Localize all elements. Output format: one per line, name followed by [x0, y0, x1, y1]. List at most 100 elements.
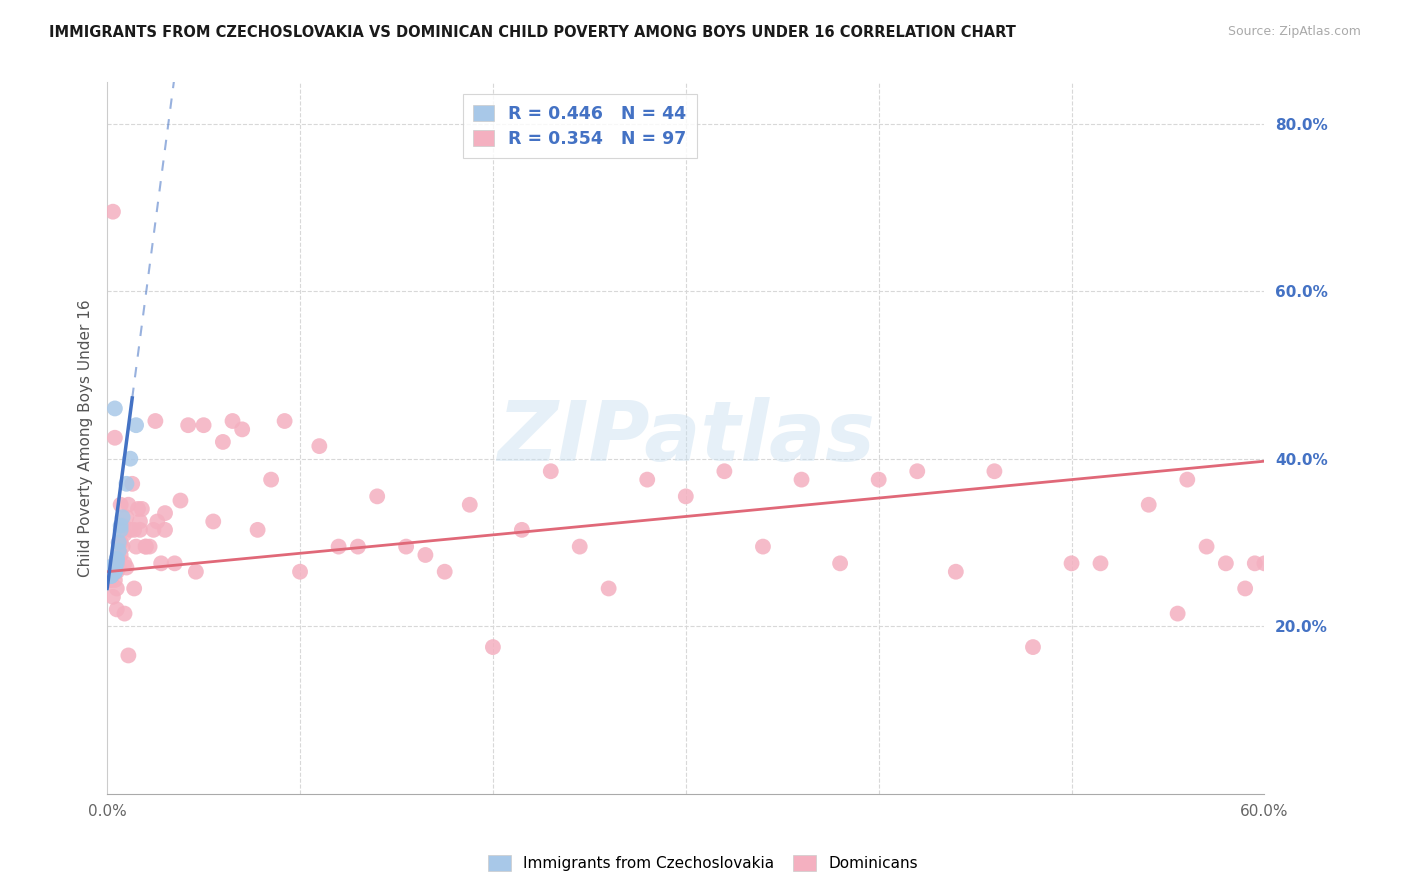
- Point: [104, 560, 127, 574]
- Point: [1167, 607, 1189, 621]
- Point: [100, 569, 122, 583]
- Point: [184, 565, 207, 579]
- Point: [540, 464, 562, 478]
- Point: [212, 434, 235, 449]
- Point: [111, 540, 134, 554]
- Point: [983, 464, 1005, 478]
- Point: [101, 565, 124, 579]
- Point: [117, 648, 139, 663]
- Point: [115, 510, 138, 524]
- Point: [1022, 640, 1045, 654]
- Point: [98, 565, 121, 579]
- Point: [101, 565, 124, 579]
- Point: [122, 523, 145, 537]
- Point: [105, 552, 128, 566]
- Point: [101, 204, 124, 219]
- Point: [104, 560, 127, 574]
- Point: [193, 418, 215, 433]
- Point: [104, 565, 127, 579]
- Point: [114, 607, 136, 621]
- Text: Source: ZipAtlas.com: Source: ZipAtlas.com: [1227, 25, 1361, 38]
- Point: [101, 560, 124, 574]
- Point: [101, 565, 124, 579]
- Point: [101, 560, 124, 574]
- Point: [98, 565, 121, 579]
- Point: [100, 565, 122, 579]
- Point: [150, 557, 173, 571]
- Point: [347, 540, 370, 554]
- Point: [107, 535, 129, 549]
- Point: [273, 414, 295, 428]
- Point: [127, 502, 149, 516]
- Point: [98, 565, 121, 579]
- Point: [110, 498, 132, 512]
- Point: [101, 565, 124, 579]
- Point: [105, 552, 128, 566]
- Point: [98, 560, 121, 574]
- Point: [131, 502, 153, 516]
- Point: [105, 582, 128, 596]
- Point: [101, 590, 124, 604]
- Point: [1195, 540, 1218, 554]
- Point: [1090, 557, 1112, 571]
- Point: [433, 565, 456, 579]
- Point: [104, 401, 127, 416]
- Point: [100, 565, 122, 579]
- Point: [153, 523, 176, 537]
- Point: [177, 418, 200, 433]
- Point: [101, 565, 124, 579]
- Point: [395, 540, 418, 554]
- Point: [104, 565, 127, 579]
- Point: [98, 560, 121, 574]
- Point: [98, 569, 121, 583]
- Point: [111, 510, 134, 524]
- Point: [146, 515, 169, 529]
- Point: [101, 560, 124, 574]
- Point: [153, 506, 176, 520]
- Legend: Immigrants from Czechoslovakia, Dominicans: Immigrants from Czechoslovakia, Dominica…: [482, 849, 924, 877]
- Point: [104, 560, 127, 574]
- Point: [830, 557, 852, 571]
- Point: [1215, 557, 1237, 571]
- Point: [202, 515, 225, 529]
- Point: [122, 582, 145, 596]
- Point: [107, 560, 129, 574]
- Point: [100, 573, 122, 587]
- Point: [288, 565, 311, 579]
- Point: [114, 527, 136, 541]
- Point: [675, 489, 697, 503]
- Point: [752, 540, 775, 554]
- Point: [482, 640, 505, 654]
- Point: [145, 414, 167, 428]
- Point: [120, 451, 142, 466]
- Point: [115, 476, 138, 491]
- Point: [636, 473, 658, 487]
- Point: [568, 540, 591, 554]
- Point: [246, 523, 269, 537]
- Point: [120, 523, 142, 537]
- Point: [510, 523, 533, 537]
- Point: [105, 602, 128, 616]
- Point: [98, 560, 121, 574]
- Point: [366, 489, 388, 503]
- Point: [1175, 473, 1198, 487]
- Point: [1137, 498, 1160, 512]
- Point: [1234, 582, 1257, 596]
- Point: [101, 560, 124, 574]
- Point: [100, 565, 122, 579]
- Point: [138, 540, 160, 554]
- Text: ZIPatlas: ZIPatlas: [496, 397, 875, 478]
- Point: [105, 565, 128, 579]
- Y-axis label: Child Poverty Among Boys Under 16: Child Poverty Among Boys Under 16: [79, 299, 93, 576]
- Point: [260, 473, 283, 487]
- Point: [163, 557, 186, 571]
- Point: [98, 569, 121, 583]
- Point: [105, 552, 128, 566]
- Point: [1060, 557, 1083, 571]
- Point: [104, 431, 127, 445]
- Point: [135, 540, 157, 554]
- Point: [110, 518, 132, 533]
- Point: [100, 569, 122, 583]
- Point: [125, 540, 148, 554]
- Point: [308, 439, 330, 453]
